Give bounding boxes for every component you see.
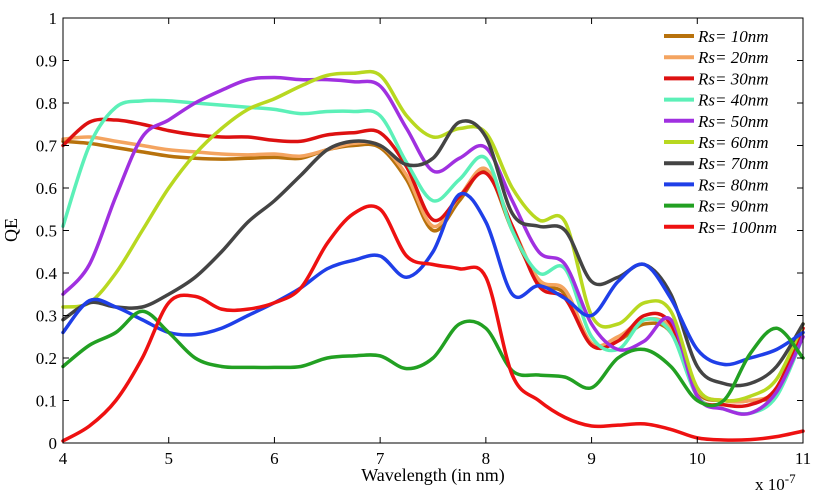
legend-label-5: Rs= 50nm [697, 112, 769, 131]
series-layer [61, 69, 805, 443]
legend-label-9: Rs= 90nm [697, 197, 769, 216]
x-multiplier-exponent: -7 [785, 471, 796, 486]
y-axis-title: QE [1, 218, 21, 242]
x-multiplier-base: x 10 [755, 475, 785, 494]
y-tick-label: 0.6 [36, 179, 57, 198]
y-tick-label: 0 [49, 434, 58, 453]
legend-label-3: Rs= 30nm [697, 69, 769, 88]
y-tick-label: 0.9 [36, 52, 57, 71]
y-tick-label: 0.3 [36, 307, 57, 326]
tick-layer: 4 5 6 7 8 9 10 11 0 0.1 0.2 0.3 0.4 0.5 0.6 0.7 0.8 0.9 1 [36, 9, 811, 468]
y-tick-label: 0.2 [36, 349, 57, 368]
y-tick-label: 0.8 [36, 94, 57, 113]
y-tick-label: 1 [49, 9, 58, 28]
y-tick-label: 0.7 [36, 137, 58, 156]
series-line-8 [61, 191, 805, 367]
y-tick-label: 0.4 [36, 264, 58, 283]
legend-label-8: Rs= 80nm [697, 175, 769, 194]
series-line-9 [61, 309, 805, 408]
x-tick-label: 8 [482, 449, 491, 468]
x-tick-label: 10 [689, 449, 706, 468]
series-line-4 [61, 98, 805, 416]
series-line-10 [61, 204, 805, 443]
legend-label-6: Rs= 60nm [697, 133, 769, 152]
x-tick-label: 9 [587, 449, 596, 468]
x-tick-label: 7 [376, 449, 385, 468]
legend-label-7: Rs= 70nm [697, 154, 769, 173]
legend-label-2: Rs= 20nm [697, 48, 769, 67]
x-tick-label: 6 [270, 449, 279, 468]
x-tick-label: 4 [59, 449, 68, 468]
x-multiplier: x 10-7 [755, 471, 796, 494]
series-line-6 [61, 69, 805, 403]
series-line-5 [61, 75, 805, 416]
y-tick-label: 0.5 [36, 222, 57, 241]
x-tick-label: 5 [164, 449, 173, 468]
legend-label-1: Rs= 10nm [697, 27, 769, 46]
legend-label-10: Rs= 100nm [697, 218, 777, 237]
x-axis-title: Wavelength (in nm) [361, 465, 505, 486]
x-tick-label: 11 [795, 449, 811, 468]
y-tick-label: 0.1 [36, 392, 57, 411]
legend-label-4: Rs= 40nm [697, 91, 769, 110]
legend: Rs= 10nm Rs= 20nm Rs= 30nm Rs= 40nm Rs= 50nm… [664, 27, 777, 237]
